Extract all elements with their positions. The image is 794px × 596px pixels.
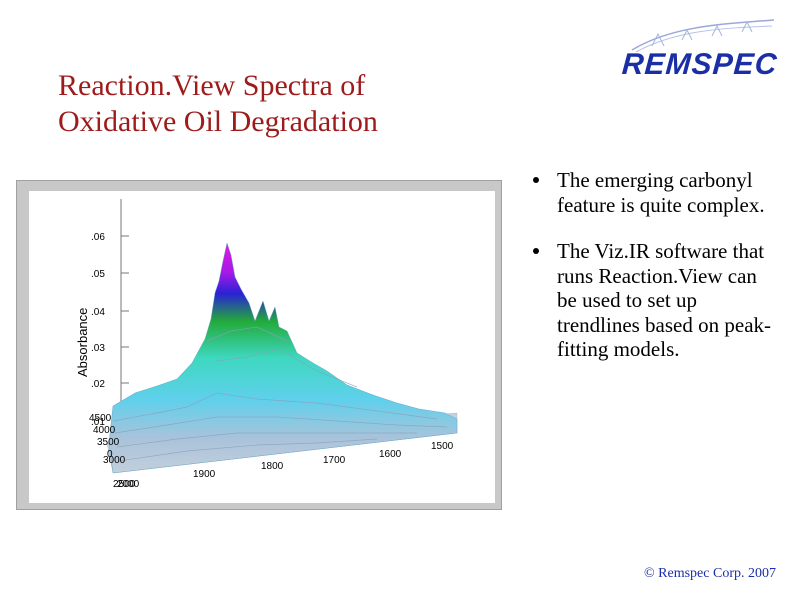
- x-tick-label: 1800: [261, 461, 284, 472]
- bullet-list: The emerging carbonyl feature is quite c…: [530, 168, 780, 384]
- x-tick-label: 1600: [379, 449, 402, 460]
- z-tick-label: 4000: [93, 425, 116, 436]
- spectrum-ridges: [112, 326, 448, 462]
- spectra-plot: .06 .05 .04 .03 .02 .01 Absorbance 4500 …: [29, 191, 495, 503]
- spectra-surface: [108, 242, 458, 474]
- slide-title: Reaction.View Spectra of Oxidative Oil D…: [58, 68, 478, 140]
- z-tick-label: 3500: [97, 437, 120, 448]
- y-tick-label: .03: [91, 343, 105, 354]
- logo-swoosh-graphic: [631, 19, 775, 53]
- bullet-item: The emerging carbonyl feature is quite c…: [530, 168, 780, 217]
- y-tick-label: .06: [91, 232, 105, 243]
- copyright-notice: © Remspec Corp. 2007: [644, 566, 776, 581]
- bullet-text: The emerging carbonyl feature is quite c…: [557, 168, 765, 217]
- bullet-item: The Viz.IR software that runs Reaction.V…: [530, 239, 780, 362]
- bullet-text: The Viz.IR software that runs Reaction.V…: [557, 239, 772, 361]
- title-line-1: Reaction.View Spectra of: [58, 69, 366, 102]
- title-line-2: Oxidative Oil Degradation: [58, 105, 378, 138]
- bullet-dot-icon: [533, 248, 539, 254]
- y-tick-label: .02: [91, 379, 105, 390]
- y-tick-label: .05: [91, 269, 105, 280]
- y-tick-label: .04: [91, 307, 105, 318]
- x-tick-label: 1500: [431, 441, 454, 452]
- z-tick-label: 2000: [117, 479, 140, 490]
- spectra-3d-figure: .06 .05 .04 .03 .02 .01 Absorbance 4500 …: [16, 180, 502, 510]
- y-tick-label: .01: [91, 417, 105, 428]
- zero-label: 0: [107, 449, 113, 460]
- z-tick-label: 3000: [103, 455, 126, 466]
- x-tick-label: 1900: [193, 469, 216, 480]
- z-tick-label: 4500: [89, 413, 112, 424]
- remspec-logo: REMSPEC: [612, 16, 782, 88]
- x-tick-label: 1700: [323, 455, 346, 466]
- bullet-dot-icon: [533, 177, 539, 183]
- logo-text: REMSPEC: [620, 48, 779, 81]
- y-axis-label: Absorbance: [75, 308, 90, 377]
- y-axis-ticks: [121, 235, 129, 384]
- z-tick-label: 2500: [113, 479, 136, 490]
